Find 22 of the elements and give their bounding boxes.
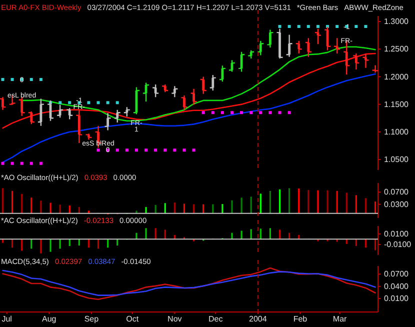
y-tick-label: 0.0400 <box>384 282 410 291</box>
y-tick-label: 1.0500 <box>384 155 410 164</box>
y-tick-label: 0.0700 <box>384 270 410 279</box>
y-tick-label: 0.0100 <box>384 294 410 304</box>
x-tick-label: Jul <box>2 314 12 324</box>
y-tick-label: 1.1500 <box>384 100 410 109</box>
y-tick-label: 1.1000 <box>384 127 410 136</box>
y-tick-label: 1.3000 <box>384 17 410 26</box>
y-tick-label: 1.2000 <box>384 72 410 82</box>
x-tick-label: Nov <box>168 314 182 324</box>
x-tick-label: 2004 <box>249 314 268 324</box>
y-tick-label: 1.2500 <box>384 44 410 54</box>
y-tick-label: 0.0100 <box>384 229 410 238</box>
y-tick-label: 0.0300 <box>384 200 410 209</box>
x-tick-label: Feb <box>293 314 308 324</box>
y-tick-label: -0.0100 <box>384 240 412 250</box>
x-tick-label: Dec <box>208 314 223 324</box>
y-tick-label: 0.0700 <box>384 188 410 197</box>
x-tick-label: Sep <box>84 314 100 324</box>
x-tick-label: Oct <box>126 314 140 324</box>
x-tick-label: Mar <box>332 314 348 324</box>
x-tick-label: Aug <box>42 314 56 324</box>
